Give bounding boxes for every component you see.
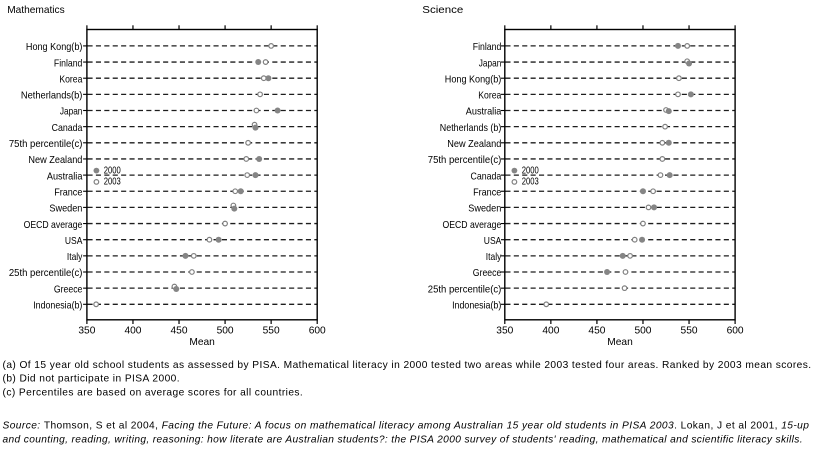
svg-text:USA: USA xyxy=(65,236,83,247)
svg-text:75th percentile(c): 75th percentile(c) xyxy=(9,139,83,150)
svg-text:Greece: Greece xyxy=(54,284,83,295)
svg-text:Indonesia(b): Indonesia(b) xyxy=(452,301,501,312)
svg-text:(b) Did not participate in PIS: (b) Did not participate in PISA 2000. xyxy=(3,374,181,385)
svg-text:Italy: Italy xyxy=(67,252,83,263)
svg-text:Korea: Korea xyxy=(59,74,82,85)
svg-text:Indonesia(b): Indonesia(b) xyxy=(33,301,82,312)
svg-text:Australia: Australia xyxy=(47,171,83,182)
svg-text:350: 350 xyxy=(496,326,513,337)
svg-text:Mean: Mean xyxy=(189,337,214,348)
svg-text:25th percentile(c): 25th percentile(c) xyxy=(9,268,83,279)
svg-text:75th percentile(c): 75th percentile(c) xyxy=(428,155,502,166)
svg-text:and counting, reading, writing: and counting, reading, writing, reasonin… xyxy=(3,435,803,446)
svg-text:Hong Kong(b): Hong Kong(b) xyxy=(26,42,83,53)
svg-text:450: 450 xyxy=(588,326,605,337)
svg-text:500: 500 xyxy=(634,326,651,337)
svg-text:2003: 2003 xyxy=(522,177,539,188)
svg-text:(a) Of 15 year old school stud: (a) Of 15 year old school students as as… xyxy=(3,360,812,371)
svg-text:2003: 2003 xyxy=(104,177,121,188)
svg-text:Greece: Greece xyxy=(473,268,502,279)
svg-text:2000: 2000 xyxy=(522,165,539,176)
svg-text:Canada: Canada xyxy=(471,171,502,182)
svg-text:Hong Kong(b): Hong Kong(b) xyxy=(445,74,502,85)
svg-text:450: 450 xyxy=(171,326,188,337)
svg-text:USA: USA xyxy=(484,236,502,247)
svg-text:New Zealand: New Zealand xyxy=(28,155,82,166)
svg-text:400: 400 xyxy=(124,326,141,337)
svg-text:Korea: Korea xyxy=(478,91,501,102)
svg-text:600: 600 xyxy=(309,326,326,337)
svg-text:Sweden: Sweden xyxy=(49,204,82,215)
svg-text:Netherlands(b): Netherlands(b) xyxy=(21,91,83,102)
svg-text:Science: Science xyxy=(422,5,463,16)
svg-text:Mathematics: Mathematics xyxy=(7,5,64,16)
svg-text:OECD average: OECD average xyxy=(443,220,502,231)
svg-text:Mean: Mean xyxy=(607,337,632,348)
svg-text:France: France xyxy=(473,187,501,198)
svg-text:Source: Thomson, S et al 2004,: Source: Thomson, S et al 2004, Facing th… xyxy=(3,421,810,432)
svg-text:500: 500 xyxy=(217,326,234,337)
svg-text:550: 550 xyxy=(263,326,280,337)
svg-text:France: France xyxy=(54,187,82,198)
svg-text:New Zealand: New Zealand xyxy=(447,139,501,150)
svg-text:25th percentile(c): 25th percentile(c) xyxy=(428,284,502,295)
svg-text:(c) Percentiles are based on a: (c) Percentiles are based on average sco… xyxy=(3,388,304,399)
svg-text:Netherlands (b): Netherlands (b) xyxy=(440,123,502,134)
svg-text:Australia: Australia xyxy=(466,107,502,118)
svg-text:350: 350 xyxy=(78,326,95,337)
svg-text:Japan: Japan xyxy=(479,58,502,69)
svg-text:2000: 2000 xyxy=(104,165,121,176)
svg-text:Canada: Canada xyxy=(52,123,83,134)
svg-text:Italy: Italy xyxy=(486,252,502,263)
svg-text:Japan: Japan xyxy=(60,107,83,118)
svg-text:Sweden: Sweden xyxy=(468,204,501,215)
svg-text:400: 400 xyxy=(542,326,559,337)
svg-text:OECD average: OECD average xyxy=(24,220,83,231)
svg-text:600: 600 xyxy=(727,326,744,337)
svg-text:Finland: Finland xyxy=(473,42,502,53)
svg-text:Finland: Finland xyxy=(54,58,83,69)
svg-text:550: 550 xyxy=(681,326,698,337)
